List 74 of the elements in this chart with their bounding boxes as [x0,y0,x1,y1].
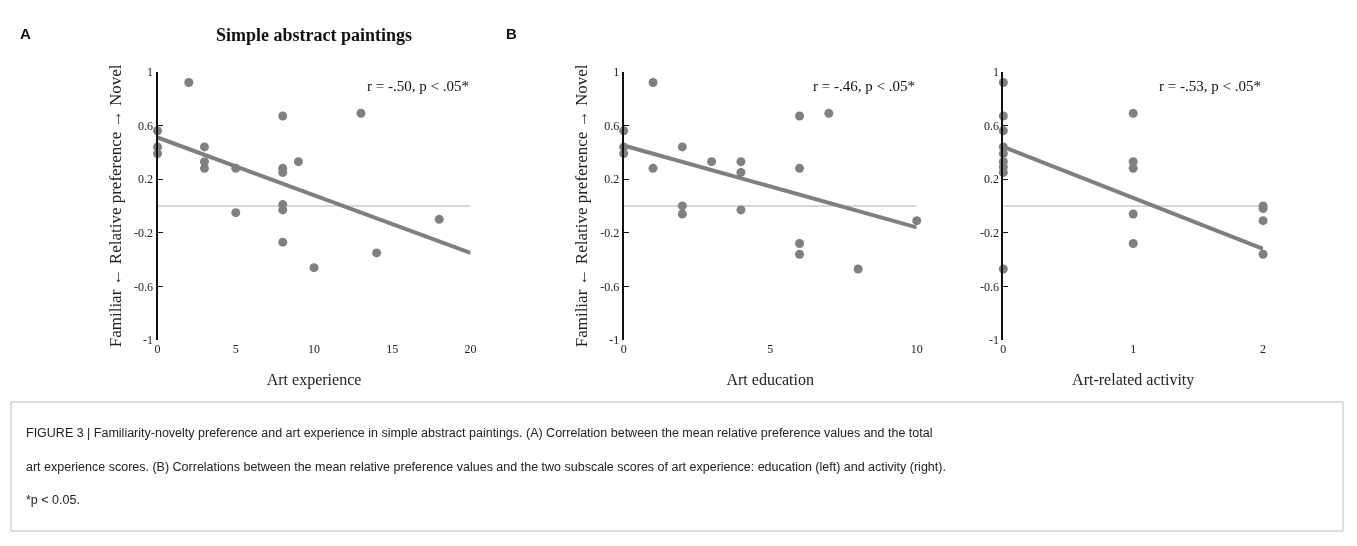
x-tick-label: 10 [910,342,923,357]
x-tick-label: 0 [620,342,627,357]
text: A [20,25,31,42]
point [1128,209,1138,219]
point [278,237,288,247]
point [199,142,209,152]
annotation: r = -.50, p < .05* [367,78,469,94]
y-tick-label: 1 [613,64,620,79]
y-tick-label: -1 [988,333,999,348]
x-tick-label: 0 [1000,342,1007,357]
point [795,249,805,259]
point [309,263,319,273]
y-tick-label: -1 [143,333,154,348]
point [648,163,658,173]
y-tick-label: -0.6 [979,279,999,294]
y-tick-label: 1 [992,64,999,79]
point [677,142,687,152]
point [677,201,687,211]
point [231,208,241,218]
y-tick-label: 0.2 [138,172,154,187]
point [278,111,288,121]
point [1128,238,1138,248]
point [356,108,366,118]
point [434,214,444,224]
chart-title: Simple abstract paintings [216,25,413,45]
point [912,216,922,226]
point [707,157,717,167]
x-tick-label: 5 [767,342,774,357]
x-tick-label: 0 [154,342,161,357]
y-tick-label: -0.2 [600,225,620,240]
y-tick-label: 0.6 [604,118,620,133]
point [736,157,746,167]
x-tick-label: 5 [232,342,239,357]
y-tick-label: 0.6 [983,118,999,133]
point [736,167,746,177]
text: art experience scores. (B) Correlations between the mean relative preference values and the two subscale scores of art experience: education (left) and activity (right). [26,460,946,474]
y-tick-label: 0.6 [138,118,154,133]
y-tick-label: -0.6 [600,279,620,294]
point [795,163,805,173]
x-axis-title: Art-related activity [1072,370,1195,389]
annotation: r = -.53, p < .05* [1159,78,1261,94]
x-tick-label: 20 [464,342,477,357]
y-tick-label: 1 [147,64,154,79]
y-tick-label: -0.2 [979,225,999,240]
y-tick-label: 0.2 [983,172,999,187]
x-tick-label: 1 [1130,342,1137,357]
text: B [506,25,517,42]
y-tick-label: 0.2 [604,172,620,187]
point [184,77,194,87]
point [824,108,834,118]
y-tick-label: -1 [609,333,620,348]
point [795,238,805,248]
x-tick-label: 10 [308,342,321,357]
text: *p < 0.05. [26,493,80,507]
point [677,209,687,219]
y-axis-title: Familiar ← Relative preference → Novel [106,64,126,348]
annotation: r = -.46, p < .05* [813,78,915,94]
point [293,157,303,167]
point [1258,216,1268,226]
point [1128,108,1138,118]
x-axis-title: Art education [726,370,815,388]
caption: FIGURE 3 | Familiarity-novelty preference and art experience in simple abstract paintings. (A) Correlation between the mean relative preference values and the total [26,426,933,440]
point [736,205,746,215]
y-tick-label: -0.2 [134,225,154,240]
point [795,111,805,121]
x-tick-label: 15 [386,342,399,357]
point [648,77,658,87]
point [853,264,863,274]
y-axis-title: Familiar ← Relative preference → Novel [572,64,592,348]
x-tick-label: 2 [1260,342,1267,357]
point [1258,249,1268,259]
y-tick-label: -0.6 [134,279,154,294]
point [372,248,382,258]
x-axis-title: Art experience [266,370,362,389]
